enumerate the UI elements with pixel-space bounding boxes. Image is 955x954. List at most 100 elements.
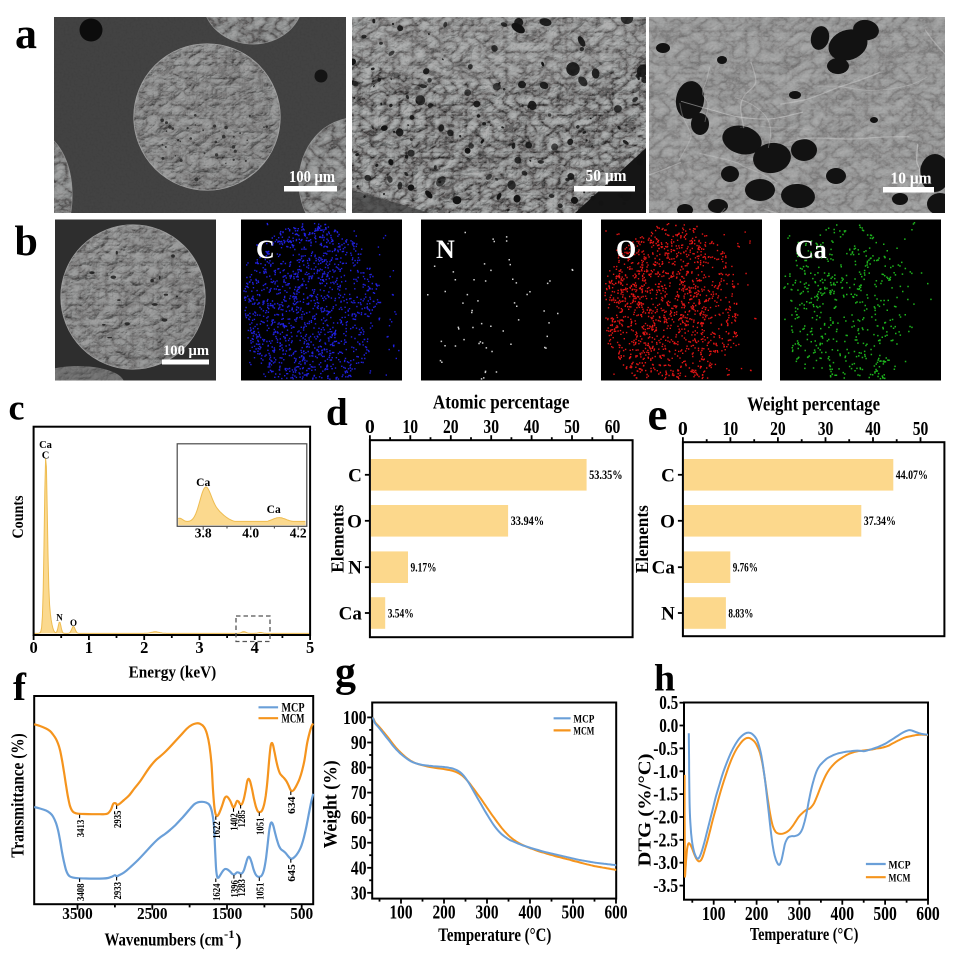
svg-text:500: 500	[873, 904, 897, 925]
svg-text:100: 100	[702, 904, 726, 925]
svg-text:Atomic percentage: Atomic percentage	[433, 393, 570, 414]
svg-text:4.0: 4.0	[242, 526, 259, 541]
svg-text:2933: 2933	[113, 882, 124, 900]
svg-text:33.94%: 33.94%	[511, 514, 544, 528]
svg-text:5: 5	[306, 638, 314, 657]
svg-text:3: 3	[195, 638, 203, 657]
svg-text:50 μm: 50 μm	[586, 166, 627, 185]
svg-text:d: d	[326, 391, 348, 434]
svg-text:50: 50	[351, 833, 367, 854]
svg-text:100 μm: 100 μm	[163, 343, 209, 359]
svg-text:500: 500	[562, 902, 585, 923]
svg-text:8.83%: 8.83%	[728, 606, 753, 620]
svg-text:44.07%: 44.07%	[896, 468, 928, 482]
svg-text:C: C	[42, 451, 50, 462]
svg-text:0.0: 0.0	[659, 716, 678, 737]
svg-text:O: O	[616, 235, 636, 264]
svg-text:3408: 3408	[76, 884, 87, 902]
svg-text:3500: 3500	[62, 904, 93, 923]
svg-text:645: 645	[287, 864, 298, 882]
svg-text:Ca: Ca	[652, 558, 676, 579]
svg-text:2935: 2935	[113, 811, 124, 829]
svg-text:MCM: MCM	[282, 712, 305, 726]
svg-text:MCM: MCM	[573, 726, 594, 738]
svg-text:300: 300	[788, 904, 812, 925]
svg-text:O: O	[660, 511, 675, 532]
svg-text:MCM: MCM	[889, 871, 911, 885]
svg-text:300: 300	[476, 902, 499, 923]
svg-text:Ca: Ca	[795, 235, 827, 264]
svg-text:Temperature (°C): Temperature (°C)	[438, 925, 551, 946]
svg-text:Counts: Counts	[10, 496, 27, 539]
svg-text:40: 40	[524, 417, 540, 438]
svg-text:MCP: MCP	[282, 701, 305, 715]
svg-text:Ca: Ca	[39, 440, 53, 451]
svg-text:Weight percentage: Weight percentage	[747, 395, 880, 416]
svg-text:634: 634	[287, 797, 298, 815]
svg-text:9.76%: 9.76%	[733, 561, 758, 575]
svg-text:-0.5: -0.5	[653, 739, 678, 760]
svg-text:-1.5: -1.5	[653, 785, 678, 806]
svg-text:b: b	[15, 219, 38, 265]
svg-text:DTG (%/°C): DTG (%/°C)	[635, 754, 656, 867]
svg-text:-2.0: -2.0	[653, 808, 678, 829]
svg-text:a: a	[15, 9, 37, 58]
svg-text:70: 70	[351, 783, 367, 804]
svg-text:50: 50	[564, 417, 580, 438]
svg-text:3.8: 3.8	[195, 526, 212, 541]
svg-text:40: 40	[351, 858, 367, 879]
svg-text:600: 600	[916, 904, 940, 925]
svg-text:Elements: Elements	[328, 505, 348, 573]
svg-text:Transmittance (%): Transmittance (%)	[8, 733, 29, 858]
svg-text:80: 80	[351, 758, 367, 779]
svg-text:1396: 1396	[230, 880, 241, 898]
svg-text:30: 30	[351, 883, 367, 904]
svg-text:O: O	[347, 511, 362, 532]
svg-text:1624: 1624	[212, 884, 223, 902]
svg-text:200: 200	[433, 902, 456, 923]
svg-text:1402: 1402	[230, 813, 241, 831]
svg-text:1051: 1051	[256, 818, 267, 836]
svg-text:-3.0: -3.0	[653, 853, 678, 874]
svg-text:37.34%: 37.34%	[864, 514, 896, 528]
svg-text:Ca: Ca	[267, 504, 281, 516]
svg-text:-3.5: -3.5	[653, 876, 678, 897]
svg-text:C: C	[661, 465, 675, 486]
svg-text:2: 2	[140, 638, 148, 657]
svg-text:53.35%: 53.35%	[589, 468, 623, 482]
svg-text:Temperature (°C): Temperature (°C)	[750, 924, 859, 945]
svg-text:e: e	[648, 390, 668, 440]
svg-text:100: 100	[343, 708, 367, 729]
svg-text:4.2: 4.2	[290, 526, 307, 541]
svg-text:N: N	[348, 558, 362, 579]
svg-text:0: 0	[678, 419, 688, 440]
svg-text:30: 30	[483, 417, 499, 438]
svg-text:3413: 3413	[76, 820, 87, 838]
svg-text:60: 60	[605, 417, 621, 438]
svg-text:50: 50	[913, 419, 929, 440]
svg-text:2500: 2500	[137, 904, 168, 923]
svg-text:200: 200	[745, 904, 769, 925]
svg-text:1051: 1051	[256, 883, 267, 901]
svg-text:N: N	[56, 613, 63, 623]
svg-text:1285: 1285	[237, 810, 248, 828]
svg-text:C: C	[256, 235, 275, 264]
svg-text:600: 600	[605, 902, 628, 923]
svg-text:60: 60	[351, 808, 367, 829]
svg-text:MCP: MCP	[573, 713, 594, 725]
svg-text:h: h	[654, 658, 675, 700]
svg-text:Elements: Elements	[632, 505, 652, 573]
svg-text:3.54%: 3.54%	[388, 606, 414, 620]
svg-text:Wavenumbers (cm: Wavenumbers (cm	[105, 930, 224, 951]
svg-text:100: 100	[390, 902, 413, 923]
svg-text:400: 400	[519, 902, 542, 923]
svg-text:4: 4	[251, 638, 259, 657]
svg-text:-1.0: -1.0	[653, 762, 678, 783]
svg-text:Ca: Ca	[339, 604, 363, 625]
svg-text:10: 10	[403, 417, 419, 438]
svg-text:20: 20	[443, 417, 459, 438]
svg-text:Weight (%): Weight (%)	[321, 760, 342, 848]
svg-text:0: 0	[365, 417, 375, 438]
svg-text:MCP: MCP	[889, 857, 911, 871]
svg-text:1283: 1283	[237, 879, 248, 897]
